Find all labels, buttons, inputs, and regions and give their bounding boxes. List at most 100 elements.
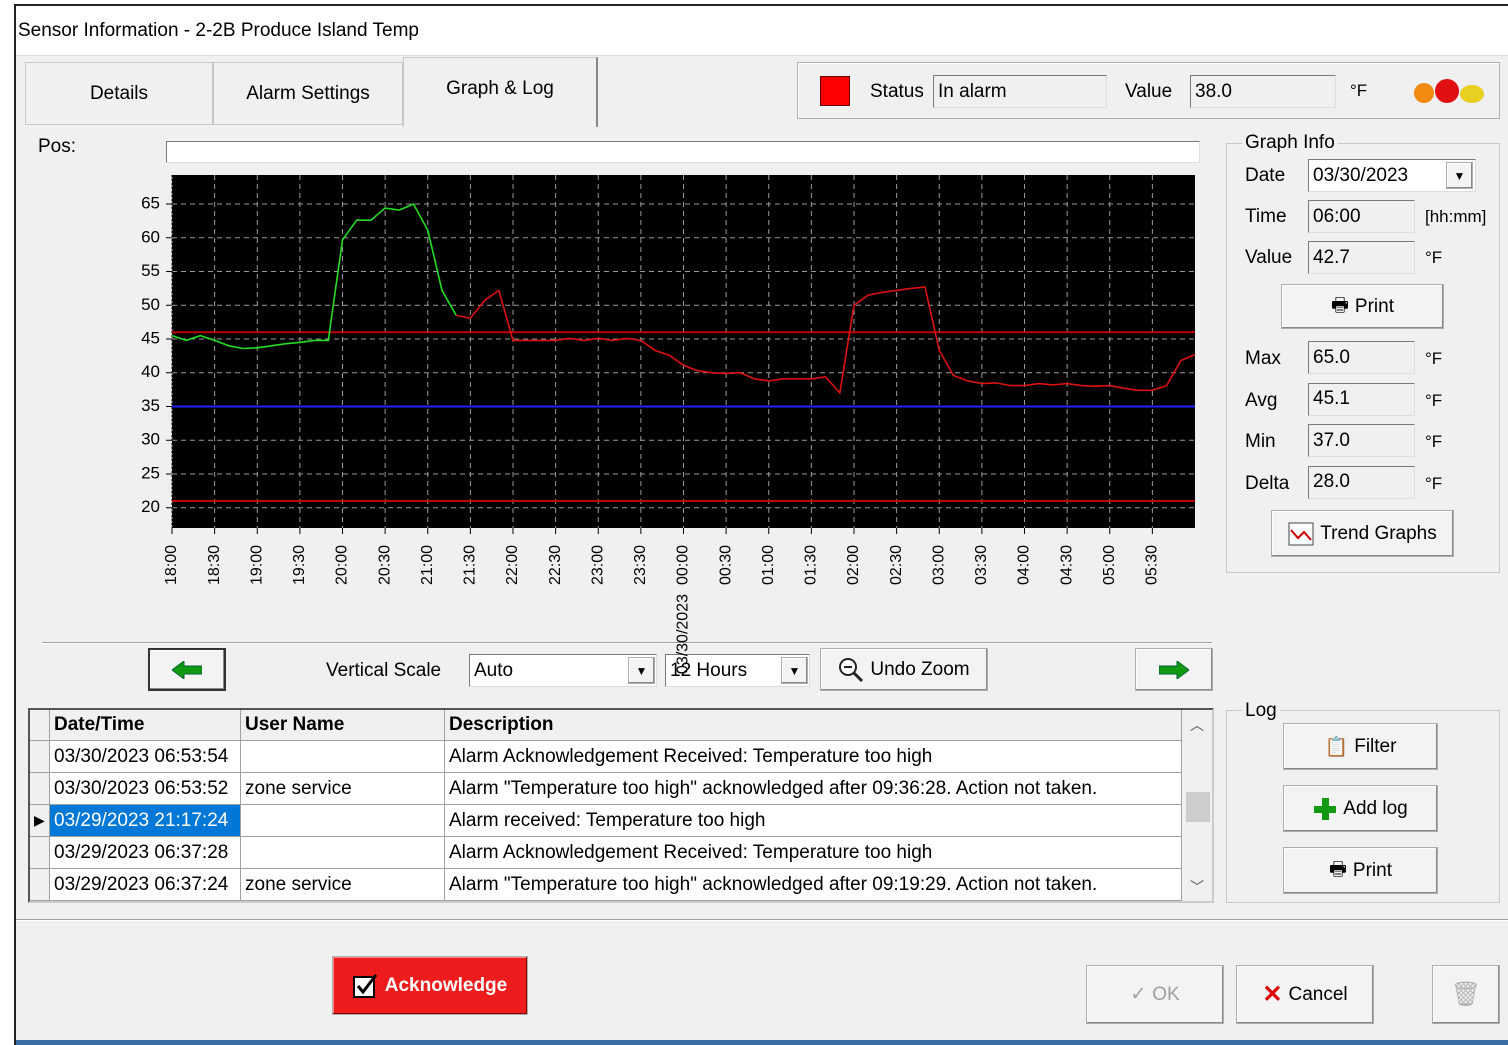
plus-icon (1314, 797, 1337, 820)
log-print-button[interactable]: 🖶 Print (1283, 847, 1438, 894)
print-icon: 🖶 (1328, 858, 1347, 880)
status-panel (797, 62, 1500, 119)
field-label: Time (1245, 206, 1287, 227)
scale-combo[interactable]: Auto (469, 654, 657, 687)
icon-orange (1414, 83, 1434, 103)
trend-graphs-button[interactable]: Trend Graphs (1271, 510, 1454, 557)
separator (42, 642, 1212, 644)
table-cell[interactable]: Alarm Acknowledgement Received: Temperat… (445, 741, 1182, 773)
add-log-button[interactable]: Add log (1283, 785, 1438, 832)
button-label: OK (1152, 983, 1180, 1005)
cancel-button[interactable]: ✕ Cancel (1236, 965, 1374, 1024)
filter-icon: 📋 (1324, 736, 1349, 758)
button-label: Trend Graphs (1320, 522, 1437, 544)
print-button[interactable]: 🖶 Print (1281, 284, 1444, 329)
log-group (1226, 710, 1500, 903)
arrow-right (1159, 660, 1189, 679)
table-cell[interactable]: Alarm "Temperature too high" acknowledge… (445, 773, 1182, 805)
button-label: Print (1352, 859, 1392, 881)
check-icon (352, 973, 377, 998)
status-icons (1414, 79, 1484, 103)
table-cell[interactable]: zone service (241, 869, 445, 901)
value-unit: °F (1350, 81, 1368, 100)
dropdown-button[interactable]: ▼ (1446, 162, 1473, 189)
table-cell[interactable]: 03/30/2023 06:53:54 (50, 741, 241, 773)
separator (16, 919, 1508, 921)
group-title: Graph Info (1242, 133, 1338, 152)
button-label: Filter (1354, 735, 1397, 757)
window-bottom (16, 1040, 1508, 1045)
value-unit: °F (1425, 248, 1443, 267)
stat-field: 37.0 (1308, 424, 1415, 457)
icon-yellow (1460, 85, 1484, 103)
prev-button[interactable] (148, 648, 226, 691)
row-indicator (30, 773, 50, 805)
trend-icon (1288, 522, 1314, 545)
print-icon: 🖶 (1330, 294, 1349, 316)
tab-selected[interactable]: Graph & Log (403, 57, 598, 127)
stat-field: 65.0 (1308, 341, 1415, 374)
header-cell: Date/Time (50, 710, 241, 741)
value-field: 42.7 (1308, 241, 1415, 274)
stat-unit: °F (1425, 390, 1443, 410)
dropdown-button[interactable]: ▼ (628, 657, 655, 684)
time-unit: [hh:mm] (1425, 207, 1487, 226)
delete-button: 🗑 (1432, 965, 1500, 1024)
acknowledge-button[interactable]: Acknowledge (332, 956, 528, 1015)
value-label: Value (1125, 81, 1173, 102)
check-icon: ✓ (1130, 984, 1147, 1005)
table-cell[interactable]: 03/29/2023 06:37:24 (50, 869, 241, 901)
field-label: Min (1245, 431, 1276, 452)
field-label: Date (1245, 165, 1286, 186)
filter-button[interactable]: 📋 Filter (1283, 723, 1438, 770)
table-cell[interactable]: Alarm received: Temperature too high (445, 805, 1182, 837)
table-cell[interactable] (241, 741, 445, 773)
row-indicator (30, 741, 50, 773)
status-field: In alarm (933, 75, 1107, 108)
button-label: Print (1354, 295, 1394, 317)
table-cell[interactable]: Alarm Acknowledgement Received: Temperat… (445, 837, 1182, 869)
time-field: 06:00 (1308, 200, 1415, 233)
status-indicator (820, 76, 850, 106)
table-cell[interactable]: 03/29/2023 06:37:28 (50, 837, 241, 869)
tab[interactable]: Alarm Settings (213, 62, 403, 125)
title-bar (16, 6, 1508, 56)
undo-zoom-button[interactable]: Undo Zoom (820, 648, 988, 691)
table-cell[interactable] (241, 805, 445, 837)
graph-info-group (1226, 143, 1500, 573)
value-field: 38.0 (1190, 75, 1336, 108)
pos-bar[interactable] (166, 141, 1200, 163)
button-label: Add log (1343, 797, 1408, 819)
icon-red (1435, 79, 1459, 103)
button-label: Acknowledge (384, 974, 508, 996)
field-label: Max (1245, 348, 1281, 369)
field-label: Value (1245, 247, 1293, 268)
scroll-down[interactable]: ﹀ (1190, 879, 1204, 895)
pos-label: Pos: (38, 136, 77, 157)
button-label: Undo Zoom (870, 658, 970, 680)
tab[interactable]: Details (25, 62, 213, 125)
stat-unit: °F (1425, 349, 1443, 368)
scroll-thumb[interactable] (1186, 792, 1210, 822)
header-cell: User Name (241, 710, 445, 741)
table-cell[interactable]: zone service (241, 773, 445, 805)
zoom-icon (839, 657, 864, 682)
x-icon: ✕ (1262, 981, 1283, 1008)
field-label: Delta (1245, 472, 1290, 494)
table-cell[interactable] (241, 837, 445, 869)
field-label: Avg (1245, 389, 1278, 411)
stat-unit: °F (1425, 473, 1443, 493)
stat-unit: °F (1425, 432, 1443, 451)
scroll-up[interactable]: ︿ (1190, 717, 1204, 733)
header-cell (30, 710, 50, 741)
arrow-left (172, 660, 202, 679)
dropdown-button[interactable]: ▼ (781, 657, 808, 684)
table-cell[interactable]: Alarm "Temperature too high" acknowledge… (445, 869, 1182, 901)
table-cell[interactable]: 03/30/2023 06:53:52 (50, 773, 241, 805)
vertical-scale-label: Vertical Scale (326, 660, 442, 681)
table-cell[interactable]: 03/29/2023 21:17:24 (50, 805, 241, 837)
next-button[interactable] (1135, 648, 1213, 691)
ok-button: ✓ OK (1086, 965, 1224, 1024)
status-label: Status (870, 81, 924, 102)
